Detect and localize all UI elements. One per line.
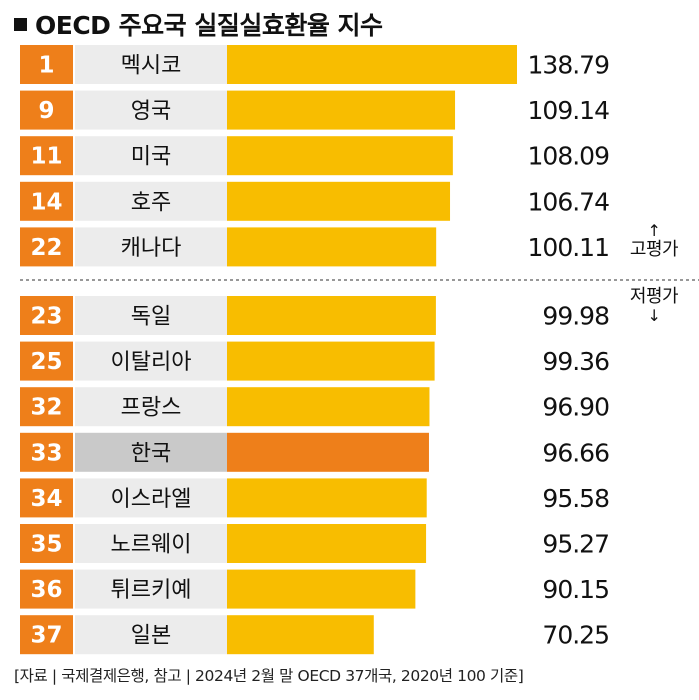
rank-box: [20, 45, 73, 84]
title-square-icon: [14, 18, 27, 31]
bar: [227, 432, 429, 472]
rank-label: 25: [30, 349, 62, 375]
country-box: [75, 181, 227, 221]
rank-box: [20, 432, 73, 472]
value-label: 96.66: [542, 438, 609, 467]
undervalued-annotation: 저평가 ↓: [616, 287, 692, 325]
rank-label: 1: [38, 53, 54, 79]
bar: [227, 615, 374, 655]
rank-label: 14: [30, 189, 62, 215]
country-label: 튀르키예: [111, 578, 192, 603]
arrow-down-icon: ↓: [647, 306, 661, 325]
country-label: 멕시코: [121, 54, 182, 79]
value-label: 138.79: [528, 51, 610, 80]
rank-label: 32: [30, 395, 62, 421]
country-label: 이탈리아: [111, 350, 192, 375]
value-label: 99.98: [542, 302, 609, 331]
rank-box: [20, 524, 73, 563]
country-label: 캐나다: [121, 236, 182, 261]
value-label: 70.25: [542, 621, 609, 650]
bar: [227, 478, 427, 518]
country-label: 프랑스: [121, 396, 182, 421]
country-box: [75, 478, 227, 518]
bar: [227, 90, 456, 130]
value-label: 95.58: [542, 484, 609, 513]
bar: [227, 341, 435, 381]
chart-title: OECD 주요국 실질실효환율 지수: [14, 6, 383, 42]
rank-box: [20, 296, 73, 335]
rank-label: 11: [30, 144, 62, 170]
country-box: [75, 615, 227, 655]
country-box: [75, 387, 227, 427]
country-box: [75, 90, 227, 130]
bar: [227, 524, 427, 563]
country-box: [75, 524, 227, 563]
value-label: 90.15: [542, 575, 609, 604]
rank-label: 22: [30, 235, 62, 261]
country-box: [75, 432, 227, 472]
value-label: 95.27: [542, 530, 609, 559]
bar: [227, 181, 451, 221]
country-box: [75, 569, 227, 609]
country-label: 미국: [131, 145, 171, 170]
country-box: [75, 296, 227, 335]
value-label: 106.74: [528, 187, 610, 216]
bar: [227, 296, 436, 335]
rank-label: 37: [30, 623, 62, 649]
rank-box: [20, 341, 73, 381]
value-label: 109.14: [528, 96, 610, 125]
rank-label: 9: [38, 98, 54, 124]
rank-label: 35: [30, 532, 62, 558]
rank-box: [20, 569, 73, 609]
rank-box: [20, 478, 73, 518]
arrow-up-icon: ↑: [647, 221, 661, 240]
rank-label: 33: [30, 440, 62, 466]
country-label: 독일: [131, 305, 171, 330]
rank-box: [20, 181, 73, 221]
bar: [227, 387, 430, 427]
country-label: 영국: [131, 99, 171, 124]
country-box: [75, 341, 227, 381]
bar: [227, 569, 416, 609]
bar: [227, 136, 453, 176]
country-label: 이스라엘: [111, 487, 192, 512]
bar: [227, 45, 517, 84]
country-label: 일본: [131, 624, 171, 649]
rank-label: 36: [30, 577, 62, 603]
country-box: [75, 136, 227, 176]
country-label: 한국: [131, 441, 171, 466]
source-note: [자료 | 국제결제은행, 참고 | 2024년 2월 말 OECD 37개국,…: [14, 667, 524, 685]
bar: [227, 227, 437, 267]
rank-box: [20, 387, 73, 427]
rank-box: [20, 615, 73, 655]
value-label: 96.90: [542, 393, 609, 422]
undervalued-label: 저평가: [629, 286, 679, 307]
value-label: 100.11: [528, 233, 609, 262]
country-label: 노르웨이: [111, 533, 192, 558]
rank-box: [20, 136, 73, 176]
chart-title-text: OECD 주요국 실질실효환율 지수: [35, 11, 383, 40]
rank-label: 23: [30, 304, 62, 330]
rank-box: [20, 227, 73, 267]
overvalued-label: 고평가: [629, 239, 679, 260]
country-label: 호주: [131, 190, 171, 215]
rank-label: 34: [30, 486, 62, 512]
country-box: [75, 45, 227, 84]
value-label: 108.09: [528, 142, 610, 171]
value-label: 99.36: [542, 347, 609, 376]
rank-box: [20, 90, 73, 130]
overvalued-annotation: ↑ 고평가: [616, 222, 692, 260]
country-box: [75, 227, 227, 267]
